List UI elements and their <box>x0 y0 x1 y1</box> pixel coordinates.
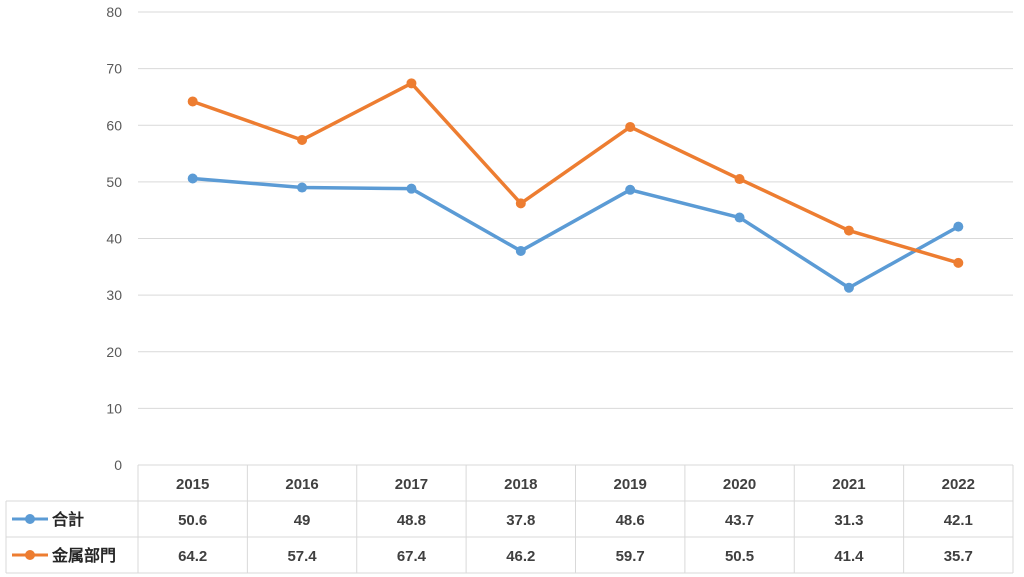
data-table-value: 49 <box>294 512 311 529</box>
data-table-value: 43.7 <box>725 512 754 529</box>
y-tick-label: 30 <box>106 287 122 303</box>
y-tick-label: 80 <box>106 4 122 20</box>
x-category-label: 2019 <box>614 476 647 493</box>
data-table-value: 48.6 <box>616 512 645 529</box>
y-tick-label: 40 <box>106 231 122 247</box>
data-point <box>625 184 636 195</box>
y-tick-label: 10 <box>106 400 122 416</box>
y-tick-label: 70 <box>106 61 122 77</box>
x-category-label: 2015 <box>176 476 209 493</box>
data-table-value: 42.1 <box>944 512 973 529</box>
x-category-label: 2016 <box>285 476 318 493</box>
data-table-value: 50.6 <box>178 512 207 529</box>
x-category-label: 2020 <box>723 476 756 493</box>
series-line <box>192 176 960 290</box>
data-table-value: 64.2 <box>178 548 207 565</box>
data-point <box>515 198 526 209</box>
data-table-value: 37.8 <box>506 512 535 529</box>
data-table-value: 57.4 <box>287 548 317 565</box>
data-table-value: 31.3 <box>834 512 863 529</box>
data-point <box>406 183 417 194</box>
x-category-label: 2021 <box>832 476 865 493</box>
y-tick-label: 50 <box>106 174 122 190</box>
x-category-label: 2017 <box>395 476 428 493</box>
data-point <box>406 78 417 89</box>
y-tick-label: 60 <box>106 117 122 133</box>
series-lines <box>187 78 964 293</box>
data-point <box>843 282 854 293</box>
data-table: 2015 2016 2017 2018 2019 2020 2021 2022 合計 50.6 49… <box>5 464 1014 574</box>
y-axis-tick-labels: 0 10 20 30 40 50 60 70 80 <box>106 4 122 473</box>
y-tick-label: 0 <box>114 457 122 473</box>
data-table-value: 48.8 <box>397 512 426 529</box>
gridlines <box>138 11 1013 409</box>
data-point <box>187 173 198 184</box>
data-point <box>297 134 308 145</box>
x-category-label: 2018 <box>504 476 537 493</box>
data-point <box>625 121 636 132</box>
series-name-label: 合計 <box>52 510 84 529</box>
data-point <box>515 245 526 256</box>
data-point <box>734 174 745 185</box>
data-point <box>953 221 964 232</box>
data-point <box>734 212 745 223</box>
series-line <box>192 81 959 265</box>
data-point <box>297 182 308 193</box>
data-table-value: 50.5 <box>725 548 754 565</box>
y-tick-label: 20 <box>106 344 122 360</box>
data-table-value: 59.7 <box>616 548 645 565</box>
data-point <box>187 96 198 107</box>
legend-key-marker <box>25 550 35 560</box>
data-point <box>953 257 964 268</box>
data-table-value: 46.2 <box>506 548 535 565</box>
data-table-value: 35.7 <box>944 548 973 565</box>
data-table-value: 41.4 <box>834 548 864 565</box>
data-point <box>843 225 854 236</box>
series-name-label: 金属部門 <box>51 546 116 565</box>
data-table-value: 67.4 <box>397 548 427 565</box>
legend-key-marker <box>25 514 35 524</box>
x-category-label: 2022 <box>942 476 975 493</box>
